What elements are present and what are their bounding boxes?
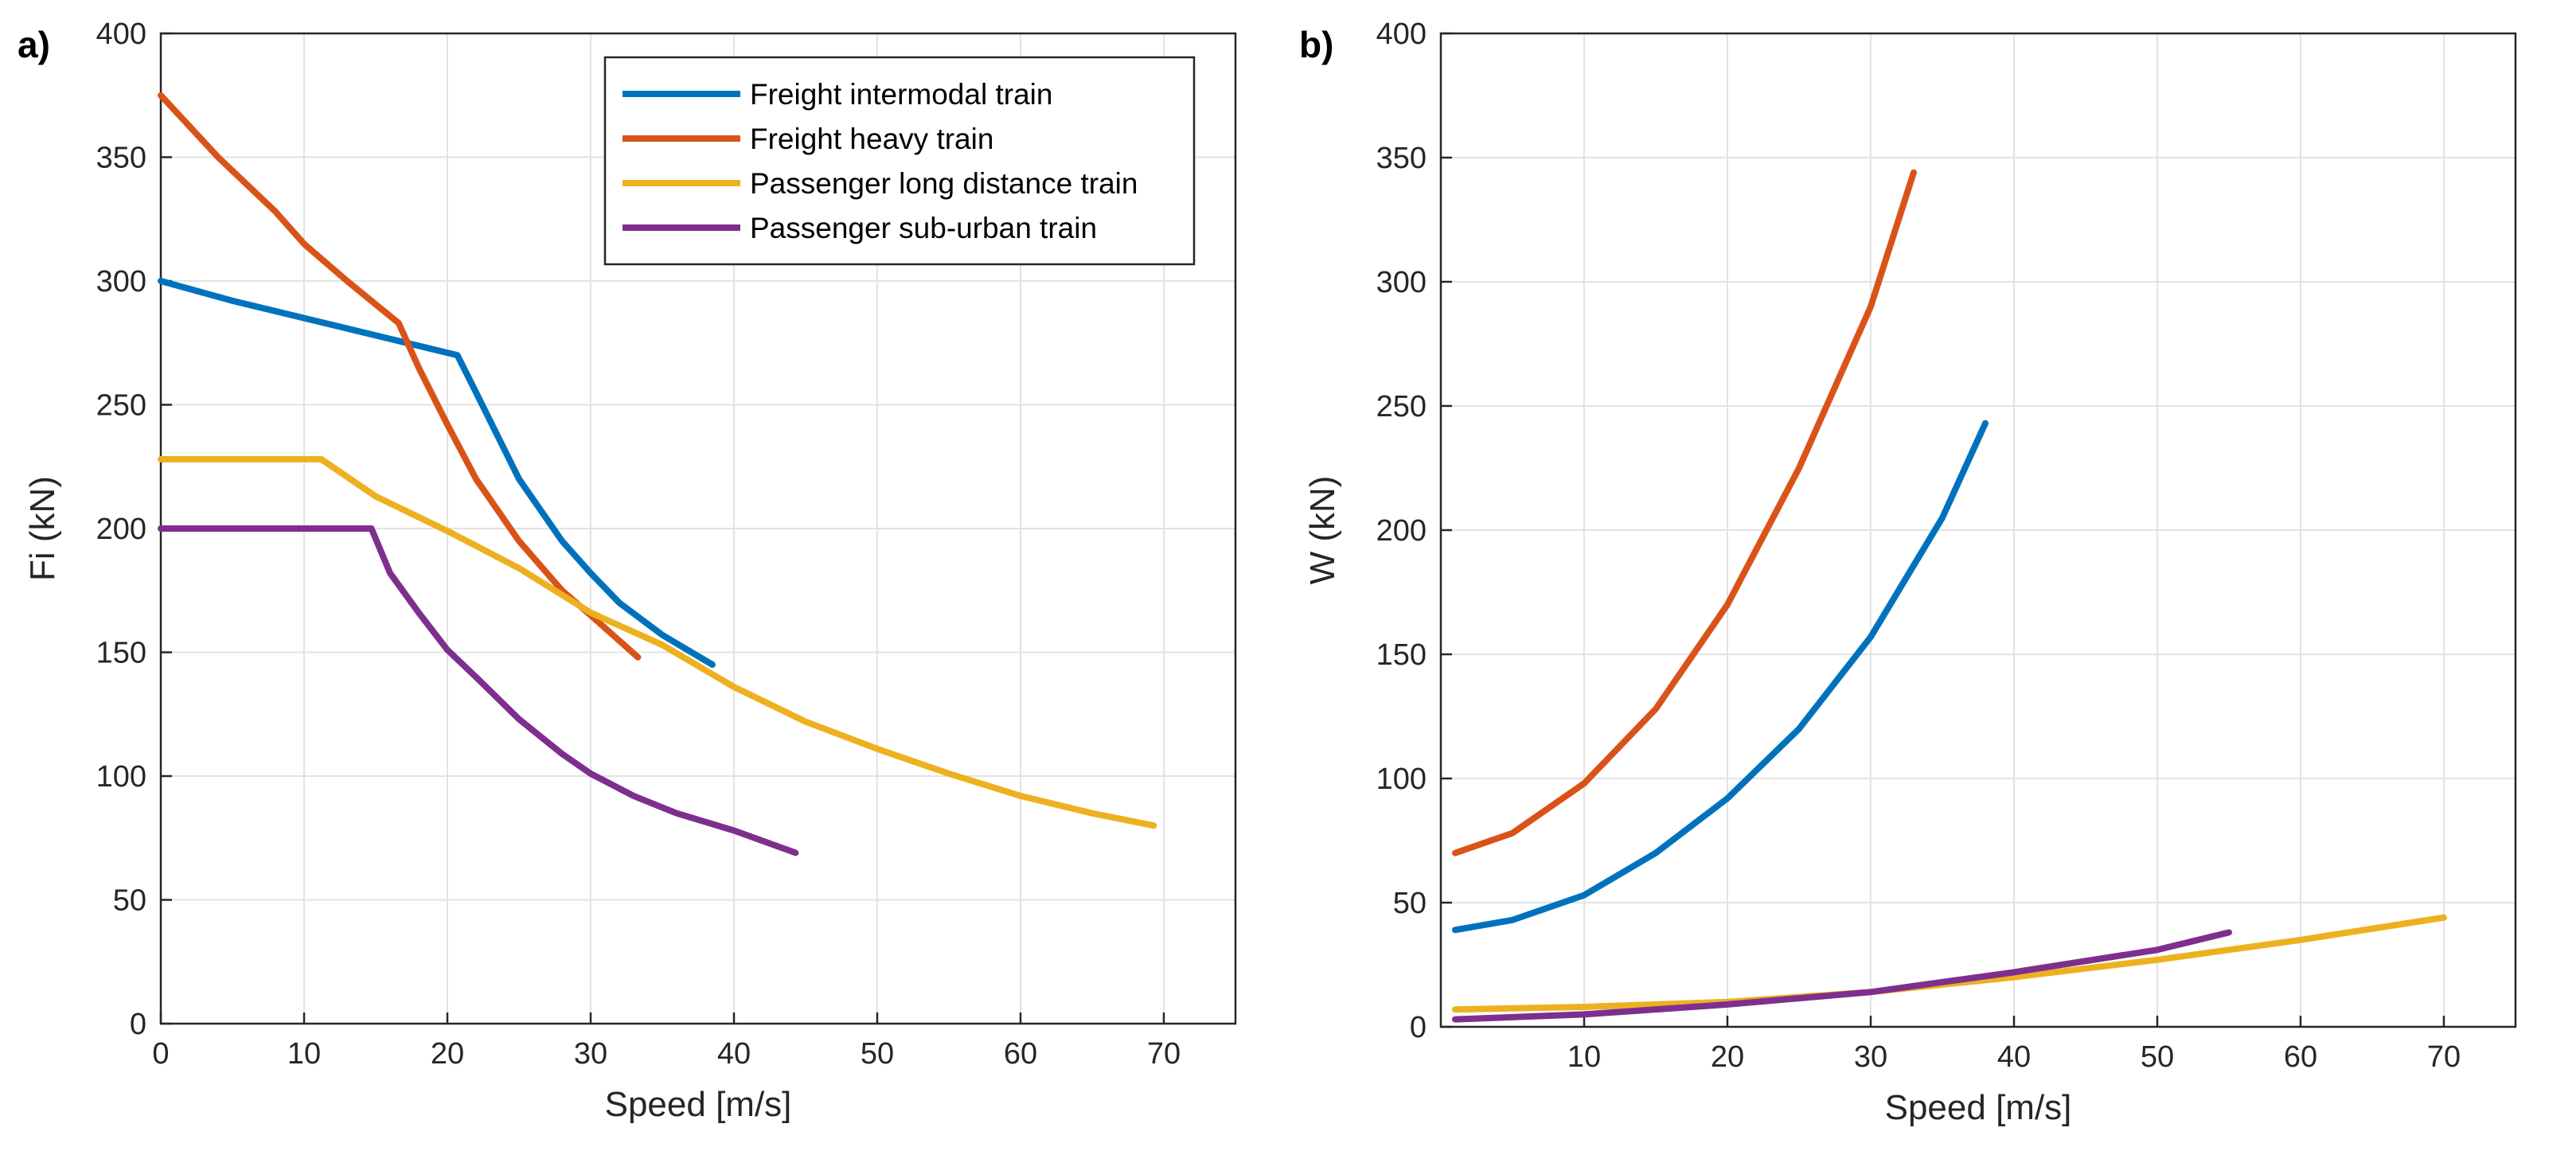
series-line-2: [1452, 169, 1917, 856]
legend: Freight intermodal train Freight heavy tr…: [603, 56, 1196, 266]
y-tick-label: 250: [1376, 390, 1427, 423]
y-tick-label: 200: [96, 513, 146, 546]
x-tick-label: 20: [1711, 1040, 1744, 1074]
y-tick-label: 0: [130, 1008, 146, 1041]
y-tick-label: 250: [96, 389, 146, 423]
y-tick-label: 100: [1376, 763, 1427, 796]
x-tick-label: 70: [1147, 1037, 1181, 1071]
panel-label: a): [18, 24, 50, 65]
y-tick-label: 50: [1393, 887, 1427, 920]
y-tick-label: 200: [1376, 514, 1427, 548]
x-tick-label: 40: [717, 1037, 751, 1071]
y-tick-label: 400: [1376, 18, 1427, 51]
x-axis-label: Speed [m/s]: [1885, 1088, 2072, 1127]
x-tick-label: 30: [574, 1037, 607, 1071]
panel-label: b): [1299, 24, 1333, 65]
y-tick-label: 400: [96, 18, 146, 51]
x-axis-label: Speed [m/s]: [605, 1085, 792, 1124]
legend-entry: Freight intermodal train: [750, 78, 1052, 111]
series-line-3: [1452, 914, 2447, 1013]
y-tick-label: 150: [96, 637, 146, 670]
panel-a: 0 10 20 30 40 50 60 70 0 50 100 150 200 250 300 350 400 S…: [18, 18, 1237, 1124]
legend-entry: Passenger sub-urban train: [750, 212, 1097, 244]
y-tick-label: 50: [113, 884, 146, 918]
y-tick-label: 350: [96, 142, 146, 175]
legend-entry: Passenger long distance train: [750, 167, 1138, 200]
y-tick-label: 350: [1376, 142, 1427, 175]
y-tick-label: 100: [96, 760, 146, 794]
x-tick-label: 0: [152, 1037, 169, 1071]
series-line-3: [158, 455, 1157, 829]
x-tick-label: 20: [431, 1037, 464, 1071]
y-tick-label: 300: [1376, 266, 1427, 299]
y-tick-label: 0: [1410, 1011, 1427, 1044]
panel-b: 10 20 30 40 50 60 70 0 50 100 150 200 250 300 350 400 Sp…: [1299, 18, 2517, 1127]
x-tick-label: 40: [1997, 1040, 2031, 1074]
legend-entry: Freight heavy train: [750, 123, 993, 155]
x-tick-label: 10: [287, 1037, 321, 1071]
series-line-1: [158, 278, 716, 668]
x-tick-label: 70: [2427, 1040, 2461, 1074]
series-line-4: [158, 525, 799, 856]
y-axis-label: Fi (kN): [23, 476, 62, 581]
x-tick-label: 60: [1004, 1037, 1037, 1071]
y-tick-label: 150: [1376, 638, 1427, 672]
x-tick-label: 50: [861, 1037, 894, 1071]
x-tick-label: 60: [2284, 1040, 2317, 1074]
y-axis-label: W (kN): [1303, 476, 1342, 585]
y-tick-label: 300: [96, 265, 146, 298]
x-tick-label: 30: [1854, 1040, 1887, 1074]
series-line-4: [1452, 929, 2232, 1023]
series-line-2: [158, 92, 642, 661]
x-tick-label: 10: [1567, 1040, 1601, 1074]
x-tick-label: 50: [2141, 1040, 2174, 1074]
series-line-1: [1452, 419, 1989, 934]
